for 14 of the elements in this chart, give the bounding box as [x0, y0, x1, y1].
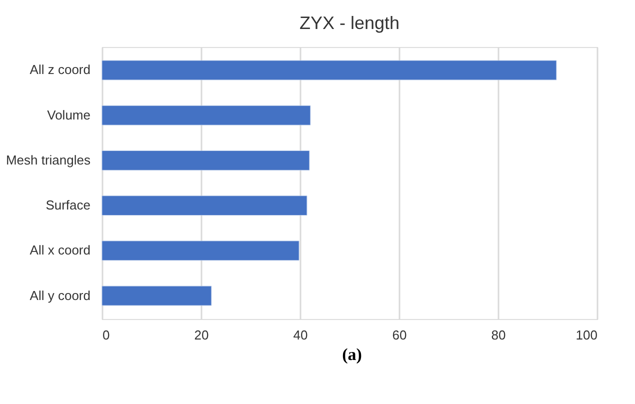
text: (a): [342, 345, 362, 364]
x-tick-label: 40: [293, 328, 308, 342]
x-tick-label: 80: [491, 328, 506, 342]
chart-title: ZYX - length: [299, 13, 400, 33]
y-tick-label: All y coord: [30, 288, 90, 303]
y-tick-label: Volume: [47, 107, 90, 122]
y-tick-label: All x coord: [30, 242, 90, 258]
y-tick-label: All z coord: [30, 62, 90, 78]
x-tick-label: 60: [392, 328, 407, 342]
y-tick-label: Mesh triangles: [6, 152, 91, 168]
x-tick-label: 100: [576, 328, 598, 342]
x-tick-label: 0: [102, 328, 110, 342]
y-tick-label: Surface: [46, 198, 90, 213]
x-tick-label: 20: [194, 328, 209, 342]
